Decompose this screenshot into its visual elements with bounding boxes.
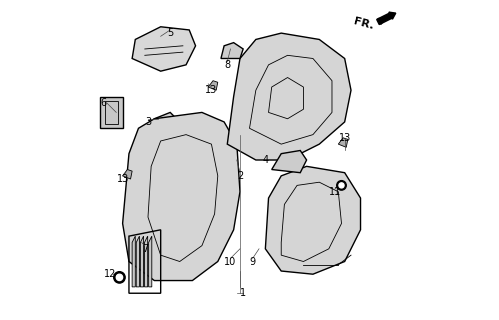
Polygon shape bbox=[221, 43, 243, 59]
Polygon shape bbox=[100, 97, 123, 128]
Text: 6: 6 bbox=[100, 98, 107, 108]
Text: 8: 8 bbox=[224, 60, 231, 70]
Text: 7: 7 bbox=[142, 244, 148, 254]
Polygon shape bbox=[132, 236, 135, 287]
Text: FR.: FR. bbox=[352, 16, 375, 31]
Polygon shape bbox=[338, 138, 348, 147]
Polygon shape bbox=[132, 27, 196, 71]
Text: 13: 13 bbox=[205, 85, 218, 95]
Circle shape bbox=[339, 183, 344, 188]
Text: 4: 4 bbox=[262, 155, 268, 165]
Circle shape bbox=[114, 272, 125, 283]
Polygon shape bbox=[272, 150, 306, 173]
Text: 1: 1 bbox=[240, 288, 246, 298]
FancyArrow shape bbox=[377, 12, 396, 25]
Polygon shape bbox=[227, 33, 351, 160]
Text: 5: 5 bbox=[167, 28, 173, 38]
Text: 10: 10 bbox=[225, 257, 237, 267]
Polygon shape bbox=[123, 170, 132, 179]
Circle shape bbox=[116, 274, 123, 281]
Text: 2: 2 bbox=[237, 171, 243, 181]
Polygon shape bbox=[208, 81, 218, 90]
Text: 11: 11 bbox=[329, 187, 341, 197]
Text: 9: 9 bbox=[250, 257, 255, 267]
Circle shape bbox=[337, 180, 346, 190]
Polygon shape bbox=[140, 236, 144, 287]
Text: 13: 13 bbox=[116, 174, 129, 184]
Text: 12: 12 bbox=[104, 269, 116, 279]
Polygon shape bbox=[154, 112, 177, 128]
Polygon shape bbox=[265, 166, 361, 274]
Text: 3: 3 bbox=[145, 117, 151, 127]
Polygon shape bbox=[136, 236, 139, 287]
Text: 13: 13 bbox=[338, 133, 351, 143]
Polygon shape bbox=[123, 112, 240, 281]
Polygon shape bbox=[145, 236, 148, 287]
Polygon shape bbox=[149, 236, 152, 287]
